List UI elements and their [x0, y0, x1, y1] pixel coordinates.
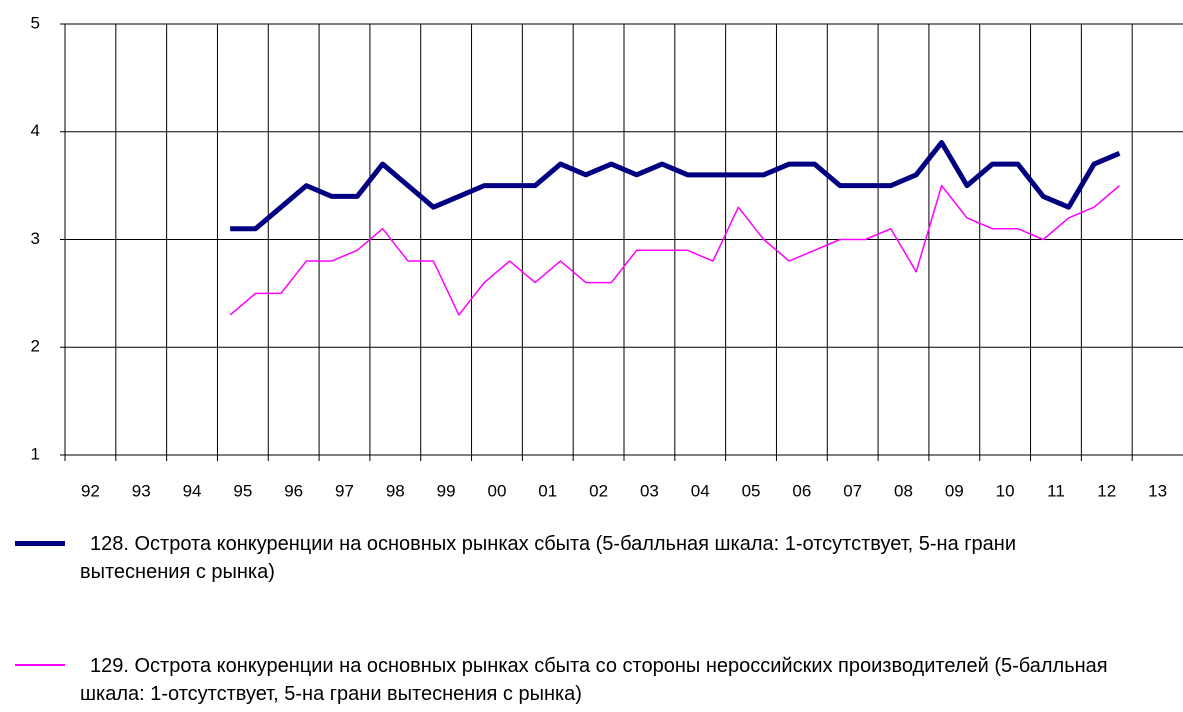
- x-tick-label: 03: [640, 481, 659, 500]
- y-tick-label: 4: [31, 121, 40, 140]
- x-tick-label: 11: [1047, 481, 1065, 500]
- x-tick-label: 96: [284, 481, 303, 500]
- x-tick-label: 95: [233, 481, 252, 500]
- x-tick-label: 07: [843, 481, 862, 500]
- x-tick-label: 92: [81, 481, 100, 500]
- legend-label: 129. Острота конкуренции на основных рын…: [80, 655, 1108, 705]
- x-tick-label: 09: [945, 481, 964, 500]
- series-line: [229, 184, 1120, 316]
- x-tick-label: 10: [996, 481, 1015, 500]
- x-tick-label: 02: [589, 481, 608, 500]
- legend-swatch: [15, 664, 65, 666]
- y-tick-label: 1: [31, 444, 40, 463]
- series-line: [230, 140, 1121, 232]
- x-tick-label: 12: [1097, 481, 1116, 500]
- legend-swatch: [15, 540, 65, 546]
- x-tick-label: 01: [538, 481, 557, 500]
- x-tick-label: 05: [742, 481, 761, 500]
- y-tick-label: 2: [31, 337, 40, 356]
- legend-label: 128. Острота конкуренции на основных рын…: [80, 533, 1017, 583]
- y-tick-label: 3: [31, 229, 40, 248]
- x-tick-label: 00: [487, 481, 506, 500]
- x-tick-label: 99: [437, 481, 456, 500]
- x-tick-label: 13: [1148, 481, 1167, 500]
- x-tick-label: 04: [691, 481, 710, 500]
- x-tick-label: 93: [132, 481, 151, 500]
- x-tick-label: 06: [792, 481, 811, 500]
- x-tick-label: 94: [183, 481, 202, 500]
- x-tick-label: 98: [386, 481, 405, 500]
- x-tick-label: 08: [894, 481, 913, 500]
- y-tick-label: 5: [31, 13, 40, 32]
- x-tick-label: 97: [335, 481, 354, 500]
